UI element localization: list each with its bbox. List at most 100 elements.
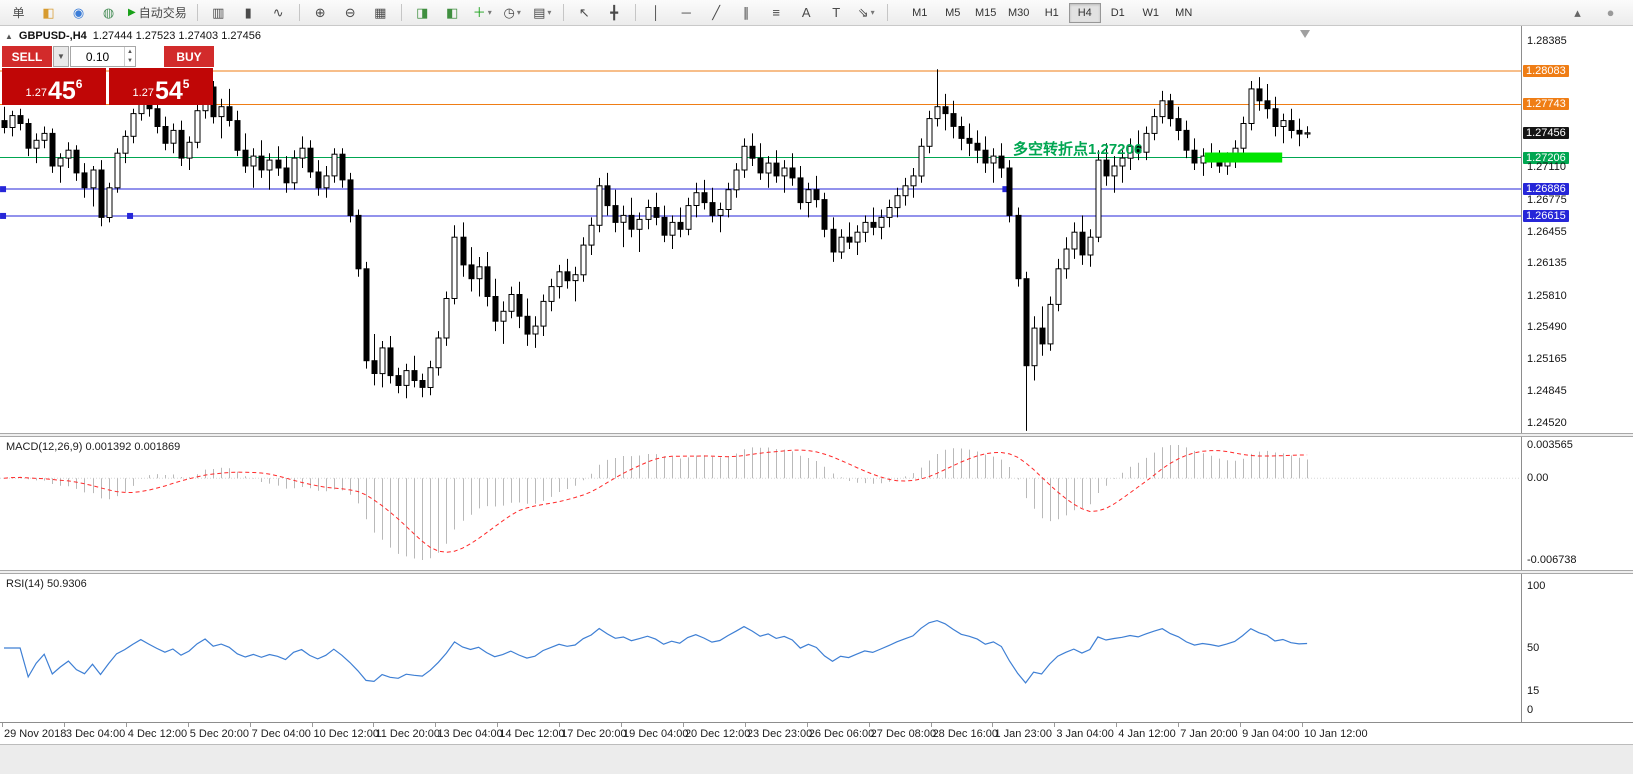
buy-price-button[interactable]: 1.27 54 5 — [109, 68, 213, 105]
cursor-icon[interactable]: ↖ — [578, 5, 590, 20]
connection-status-icon[interactable]: ● — [1606, 5, 1615, 20]
lot-decrease-icon[interactable]: ▼ — [127, 58, 133, 65]
lot-size-field: ▲ ▼ — [70, 46, 136, 67]
arrows-icon[interactable]: ⇘ ▾ — [857, 5, 875, 20]
toolbar-right: ▴ ● — [1563, 2, 1629, 24]
timeframe-w1-button[interactable]: W1 — [1142, 6, 1159, 19]
time-tick — [559, 723, 561, 727]
time-tick — [1116, 723, 1118, 727]
collapse-toolbar-icon[interactable]: ▴ — [1574, 5, 1581, 20]
time-axis-label: 29 Nov 2018 — [4, 728, 67, 740]
timeframe-h1-button[interactable]: H1 — [1044, 6, 1059, 19]
timeframe-m1-button[interactable]: M1 — [912, 6, 928, 19]
chart-annotation-text[interactable]: 多空转折点1.27206 — [1012, 140, 1143, 158]
channel-icon[interactable]: ∥ — [742, 5, 750, 20]
timeframe-h4-button[interactable]: H4 — [1068, 2, 1101, 23]
scroll-to-end-icon[interactable]: ◨ — [416, 5, 429, 20]
timeframe-mn-button[interactable]: MN — [1175, 6, 1193, 19]
price-axis-label: 1.26455 — [1527, 225, 1567, 238]
time-axis-label: 23 Dec 23:00 — [746, 728, 813, 740]
lot-spinner: ▲ ▼ — [124, 47, 135, 66]
chart-window-icon[interactable]: ◧ — [42, 5, 55, 20]
time-tick — [1240, 723, 1242, 727]
templates-icon[interactable]: ▤ ▾ — [533, 5, 552, 20]
text-icon[interactable]: A — [801, 5, 811, 20]
price-axis[interactable]: 1.28385 1.28083 1.27743 1.27456 1.27206 1.271… — [1521, 25, 1633, 433]
buy-button[interactable]: BUY — [164, 46, 214, 67]
candlestick-chart-icon[interactable]: ▮ — [244, 5, 252, 20]
vertical-line-icon[interactable]: │ — [652, 5, 661, 20]
bar-chart-icon[interactable]: ▥ — [212, 5, 225, 20]
tile-windows-icon[interactable]: ▦ — [374, 5, 387, 20]
trendline-icon[interactable]: ╱ — [712, 5, 721, 20]
price-shift-marker[interactable] — [1300, 30, 1311, 38]
macd-chart[interactable] — [0, 437, 1521, 570]
trade-options-dropdown[interactable]: ▼ — [53, 46, 69, 67]
time-axis-label: 3 Jan 04:00 — [1056, 728, 1114, 740]
time-tick — [2, 723, 3, 727]
buy-price-main: 54 — [154, 76, 183, 105]
timeframe-d1-button[interactable]: D1 — [1110, 6, 1125, 19]
new-order-button[interactable]: 单 — [12, 5, 25, 20]
macd-label: MACD(12,26,9) 0.001392 0.001869 — [6, 441, 181, 453]
rsi-panel: RSI(14) 50.9306 100 50 15 0 — [0, 574, 1633, 722]
zoom-in-icon[interactable]: ⊕ — [314, 5, 326, 20]
timeframe-m15-button[interactable]: M15 — [975, 6, 997, 19]
toolbar-separator — [886, 4, 888, 21]
profile-icon[interactable]: ◉ — [72, 5, 85, 20]
toolbar: 单 ◧ ◉ ◍ ▶ 自动交易 ▥ ▮ ∿ ⊕ ⊖ ▦ ◨ ◧ ＋ ▾ ◷ ▾ ▤ ▾ ↖ ╋ │ ─ ╱ ∥ ≡ A T ⇘ ▾ M1 M5 M… — [0, 0, 1633, 26]
price-axis-label: 1.26775 — [1527, 194, 1567, 207]
periods-icon[interactable]: ◷ ▾ — [503, 5, 521, 20]
time-axis-label: 3 Dec 04:00 — [65, 728, 126, 740]
indicators-icon-caret[interactable]: ▾ — [487, 7, 492, 17]
lot-size-input[interactable] — [71, 47, 125, 66]
zoom-out-icon[interactable]: ⊖ — [344, 5, 356, 20]
horizontal-line-icon[interactable]: ─ — [681, 5, 691, 20]
chart-shift-icon[interactable]: ◧ — [446, 5, 459, 20]
symbol-name: GBPUSD-,H4 — [18, 30, 87, 42]
price-axis-label: 1.26135 — [1527, 257, 1567, 270]
fibonacci-icon[interactable]: ≡ — [772, 5, 781, 20]
time-axis-label: 17 Dec 20:00 — [561, 728, 627, 740]
sell-price-button[interactable]: 1.27 45 6 — [2, 68, 106, 105]
templates-icon-caret[interactable]: ▾ — [547, 7, 552, 17]
line-chart-icon[interactable]: ∿ — [272, 5, 284, 20]
toolbar-separator — [196, 4, 198, 21]
price-level-tag: 1.26886 — [1523, 183, 1569, 196]
time-axis-label: 7 Dec 04:00 — [251, 728, 311, 740]
candlestick-chart[interactable] — [0, 25, 1521, 433]
price-level-tag: 1.27206 — [1523, 151, 1569, 164]
arrows-icon-caret[interactable]: ▾ — [870, 7, 875, 17]
price-axis-label: 1.25810 — [1527, 289, 1567, 302]
macd-axis-label: 0.00 — [1527, 472, 1549, 485]
autotrading-button[interactable]: ▶ 自动交易 — [128, 5, 187, 20]
crosshair-icon[interactable]: ╋ — [610, 5, 619, 20]
autotrading-button-icon: ▶ — [128, 6, 136, 18]
macd-axis-label: 0.003565 — [1527, 439, 1573, 451]
chart-expand-icon[interactable]: ▲ — [5, 31, 13, 41]
rsi-chart[interactable] — [0, 574, 1521, 722]
time-tick — [868, 723, 870, 727]
time-tick — [621, 723, 623, 727]
main-chart-panel: ▲ GBPUSD-,H4 1.27444 1.27523 1.27403 1.2… — [0, 25, 1633, 433]
time-axis-label: 14 Dec 12:00 — [499, 728, 565, 740]
market-watch-icon[interactable]: ◍ — [102, 5, 115, 20]
indicators-icon[interactable]: ＋ ▾ — [472, 5, 492, 20]
time-axis-label: 5 Dec 20:00 — [189, 728, 250, 740]
timeframe-toolbar: M1 M5 M15 M30 H1 H4 D1 W1 MN — [904, 2, 1200, 23]
sell-button[interactable]: SELL — [2, 46, 52, 67]
lot-increase-icon[interactable]: ▲ — [127, 48, 133, 55]
time-axis[interactable]: 29 Nov 2018 3 Dec 04:00 4 Dec 12:00 5 Dec 2… — [0, 722, 1633, 745]
time-tick — [1178, 723, 1180, 727]
sell-price-base: 1.27 — [25, 87, 47, 99]
panel-splitter[interactable] — [0, 433, 1633, 437]
periods-icon-caret[interactable]: ▾ — [516, 7, 521, 17]
panel-splitter[interactable] — [0, 570, 1633, 574]
sell-price-pip: 6 — [75, 77, 83, 91]
timeframe-m5-button[interactable]: M5 — [945, 6, 961, 19]
time-axis-label: 1 Jan 23:00 — [994, 728, 1052, 740]
time-tick — [435, 723, 437, 727]
label-icon[interactable]: T — [832, 5, 841, 20]
timeframe-m30-button[interactable]: M30 — [1008, 6, 1030, 19]
macd-panel: MACD(12,26,9) 0.001392 0.001869 0.003565… — [0, 437, 1633, 570]
